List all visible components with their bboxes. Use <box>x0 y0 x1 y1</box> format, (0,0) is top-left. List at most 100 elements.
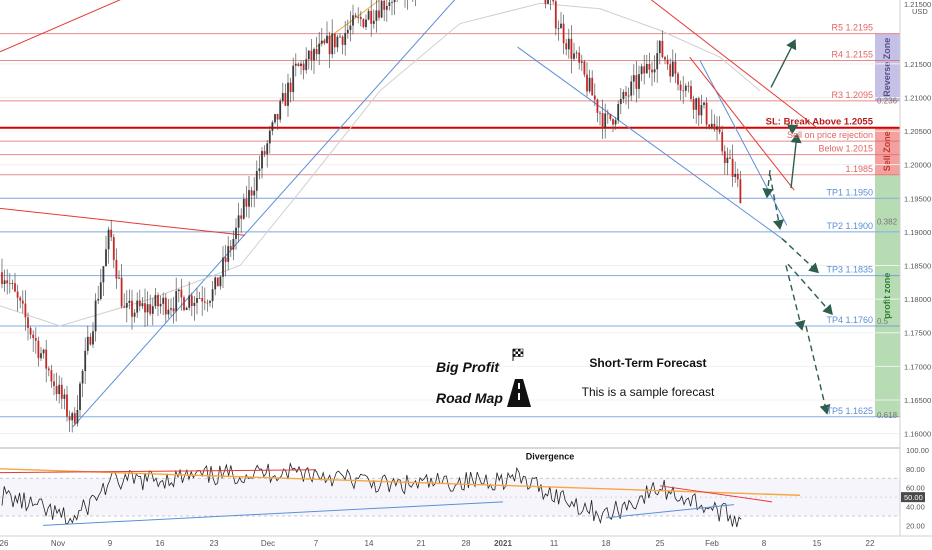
candle-body <box>333 33 336 48</box>
candle-body <box>21 300 24 304</box>
candle-body <box>287 82 289 106</box>
level-lines <box>0 33 900 418</box>
candle-body <box>586 74 588 92</box>
candle-body <box>292 65 295 92</box>
candle-body <box>599 112 601 114</box>
candle-body <box>300 63 302 66</box>
candle-body <box>547 0 549 4</box>
price-tick-label: 1.18500 <box>904 262 931 271</box>
candle-body <box>671 61 674 77</box>
candle-body <box>661 40 664 58</box>
candle-body <box>63 394 66 399</box>
candle-body <box>601 113 604 129</box>
candle-body <box>94 300 97 332</box>
candle-body <box>638 74 640 89</box>
rsi-panel: Divergence <box>0 447 900 528</box>
time-tick-label: 22 <box>866 539 875 548</box>
level-label: R3 1.2095 <box>831 90 873 100</box>
candle-body <box>29 327 32 335</box>
price-tick-label: 1.19000 <box>904 228 931 237</box>
candle-body <box>76 409 79 424</box>
candle-body <box>682 90 685 92</box>
time-tick-label: 16 <box>156 539 165 548</box>
rsi-tick-label: 40.00 <box>906 503 925 512</box>
candle-body <box>170 308 172 310</box>
price-tick-label: 1.16000 <box>904 430 931 439</box>
candle-body <box>47 368 50 371</box>
candle-body <box>307 50 310 60</box>
candle-body <box>341 36 344 45</box>
candle-body <box>180 289 183 298</box>
candle-body <box>141 303 144 307</box>
candle-body <box>250 190 253 196</box>
arrow-to-tp3 <box>781 238 820 274</box>
level-labels: R5 1.2195 R4 1.2155 R3 1.2095 SL: Break Abo… <box>766 23 898 421</box>
candle-body <box>71 413 74 421</box>
candle-body <box>326 35 328 44</box>
candle-body <box>653 69 656 73</box>
candle-body <box>216 277 219 287</box>
candle-body <box>79 383 81 410</box>
candle-body <box>606 113 609 115</box>
arrow-stub <box>786 124 799 135</box>
rsi-red-downtrend <box>659 485 773 503</box>
candle-body <box>172 308 175 312</box>
candle-body <box>222 257 224 277</box>
flag-check <box>518 349 521 352</box>
candle-body <box>619 99 622 105</box>
red-downtrend <box>650 0 818 129</box>
level-label: R5 1.2195 <box>831 23 873 33</box>
candle-body <box>107 229 110 250</box>
arrow-to-tp2 <box>769 174 784 230</box>
candle-body <box>258 168 261 172</box>
candle-body <box>692 98 695 110</box>
time-tick-label: 8 <box>762 539 767 548</box>
candle-body <box>294 63 297 66</box>
candle-body <box>115 259 118 279</box>
candle-body <box>580 61 583 63</box>
price-tick-label: 1.21500 <box>904 60 931 69</box>
candle-body <box>617 104 620 121</box>
level-label: 1.1985 <box>845 164 873 174</box>
candle-body <box>562 23 565 44</box>
candle-body <box>66 394 68 417</box>
level-label: TP3 1.1835 <box>826 265 873 275</box>
candle-body <box>42 349 45 354</box>
candle-body <box>237 215 240 228</box>
fib-label: 0.382 <box>877 218 898 227</box>
candle-body <box>89 336 92 345</box>
candle-body <box>320 40 323 44</box>
flag-icon <box>512 348 524 361</box>
time-tick-label: 15 <box>813 539 822 548</box>
orange-trend <box>315 0 381 48</box>
candle-body <box>27 317 29 328</box>
fib-label: 0.5 <box>877 317 889 326</box>
candle-body <box>739 179 742 204</box>
candle-body <box>53 381 55 386</box>
candle-body <box>81 371 84 384</box>
fib-label: 0.236 <box>877 97 898 106</box>
candle-body <box>669 64 672 77</box>
candle-body <box>554 1 557 29</box>
candle-body <box>40 353 42 359</box>
candle-body <box>700 104 703 116</box>
candle-body <box>16 291 19 298</box>
candle-body <box>261 151 263 169</box>
candle-body <box>50 370 53 382</box>
candle-body <box>157 295 159 307</box>
level-label: TP4 1.1760 <box>826 315 873 325</box>
rsi-tick-label: 60.00 <box>906 484 925 493</box>
rsi-red-line <box>0 469 317 474</box>
candle-body <box>229 246 232 250</box>
candle-body <box>37 340 40 359</box>
candle-body <box>302 63 305 71</box>
candle-body <box>648 63 651 70</box>
rsi-blue-uptrend <box>42 501 504 526</box>
level-label: SL: Break Above 1.2055 <box>766 117 874 128</box>
annotation-big-profit: Big Profit <box>436 359 500 375</box>
flag-check <box>518 354 521 357</box>
price-tick-label: 1.17500 <box>904 329 931 338</box>
candle-body <box>136 300 139 313</box>
candle-body <box>164 297 167 315</box>
candle-body <box>138 300 141 307</box>
